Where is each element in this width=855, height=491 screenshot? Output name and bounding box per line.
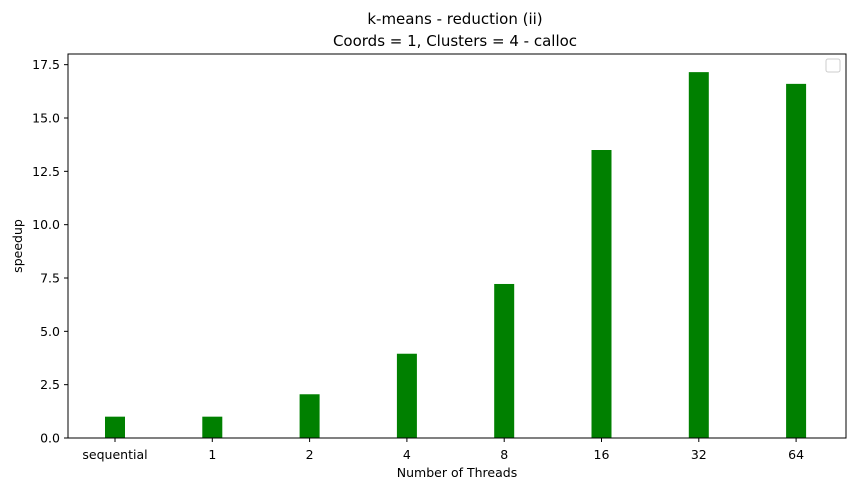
bar-16 <box>591 150 612 438</box>
legend-box <box>825 58 841 73</box>
x-tick-label: 16 <box>594 447 610 462</box>
x-tick-label: 32 <box>691 447 707 462</box>
y-tick-label: 2.5 <box>40 377 60 392</box>
x-tick-label: sequential <box>82 447 147 462</box>
y-tick-label: 15.0 <box>32 111 60 126</box>
bar-1 <box>202 416 223 438</box>
x-tick-label: 4 <box>403 447 411 462</box>
y-tick-label: 0.0 <box>40 431 60 446</box>
bar-64 <box>786 83 807 438</box>
y-axis-ticks: 0.0 2.5 5.0 7.5 10.0 12.5 15.0 17.5 <box>32 57 68 446</box>
y-tick-label: 5.0 <box>40 324 60 339</box>
chart-subtitle: Coords = 1, Clusters = 4 - calloc <box>333 32 577 50</box>
bars-group <box>105 72 807 438</box>
x-tick-label: 1 <box>208 447 216 462</box>
plot-area-frame <box>67 53 847 439</box>
y-tick-label: 10.0 <box>32 217 60 232</box>
bar-8 <box>494 283 515 438</box>
x-axis-ticks: sequential 1 2 4 8 16 32 64 <box>82 438 804 462</box>
x-axis-label: Number of Threads <box>397 465 517 480</box>
bar-sequential <box>105 416 125 438</box>
x-tick-label: 8 <box>500 447 508 462</box>
y-axis-label: speedup <box>10 219 25 273</box>
bar-4 <box>396 353 417 438</box>
chart-title: k-means - reduction (ii) <box>367 10 542 28</box>
y-tick-label: 7.5 <box>40 271 60 286</box>
y-tick-label: 12.5 <box>32 164 60 179</box>
x-tick-label: 64 <box>788 447 804 462</box>
bar-2 <box>299 394 320 438</box>
y-tick-label: 17.5 <box>32 57 60 72</box>
bar-32 <box>688 72 709 438</box>
x-tick-label: 2 <box>306 447 314 462</box>
